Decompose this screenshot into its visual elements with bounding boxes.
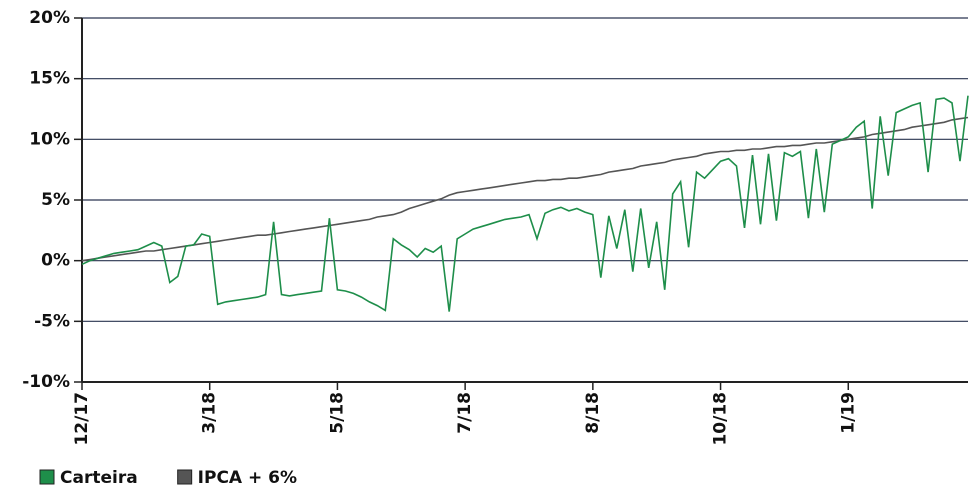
y-tick-label: 20%: [29, 8, 70, 28]
series-line: [81, 95, 969, 312]
x-tick-label: 8/18: [583, 392, 603, 434]
x-tick-label: 3/18: [200, 392, 220, 434]
y-tick-label: 5%: [41, 190, 70, 210]
y-tick-label: 0%: [41, 251, 70, 271]
x-tick-label: 10/18: [711, 392, 731, 446]
legend-swatch: [177, 469, 193, 485]
legend-swatch: [39, 469, 55, 485]
x-tick-label: 7/18: [455, 392, 475, 434]
y-tick-label: 10%: [29, 129, 70, 149]
y-tick-label: 15%: [29, 69, 70, 89]
y-tick-label: -10%: [22, 372, 70, 392]
y-tick-label: -5%: [34, 311, 70, 331]
legend-label: Carteira: [60, 468, 138, 488]
x-tick-label: 5/18: [327, 392, 347, 434]
series-line: [81, 116, 969, 262]
x-tick-label: 12/17: [72, 392, 92, 446]
legend-label: IPCA + 6%: [198, 468, 297, 488]
x-tick-label: 1/19: [838, 392, 858, 434]
